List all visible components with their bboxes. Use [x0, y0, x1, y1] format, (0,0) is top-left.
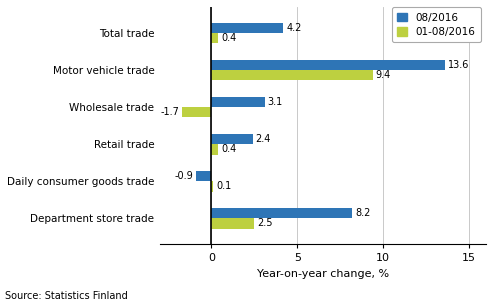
Bar: [211, 181, 213, 192]
Text: 4.2: 4.2: [286, 23, 302, 33]
Text: 0.4: 0.4: [221, 144, 237, 154]
Bar: [211, 208, 352, 218]
Bar: [211, 70, 373, 80]
Bar: [196, 171, 211, 181]
Text: 2.4: 2.4: [256, 134, 271, 144]
Text: -1.7: -1.7: [160, 107, 179, 117]
Text: 9.4: 9.4: [376, 70, 391, 80]
Text: 3.1: 3.1: [268, 97, 283, 107]
Bar: [211, 134, 252, 144]
Legend: 08/2016, 01-08/2016: 08/2016, 01-08/2016: [392, 7, 481, 42]
Bar: [211, 60, 445, 70]
Text: 0.1: 0.1: [216, 181, 231, 192]
Bar: [182, 107, 211, 117]
Text: 0.4: 0.4: [221, 33, 237, 43]
Text: -0.9: -0.9: [174, 171, 193, 181]
Text: 13.6: 13.6: [448, 60, 469, 70]
Bar: [211, 33, 218, 43]
Bar: [211, 97, 265, 107]
Bar: [211, 144, 218, 154]
Bar: [211, 218, 254, 229]
X-axis label: Year-on-year change, %: Year-on-year change, %: [257, 269, 389, 279]
Text: Source: Statistics Finland: Source: Statistics Finland: [5, 291, 128, 301]
Text: 8.2: 8.2: [355, 208, 371, 218]
Text: 2.5: 2.5: [257, 219, 273, 229]
Bar: [211, 22, 283, 33]
